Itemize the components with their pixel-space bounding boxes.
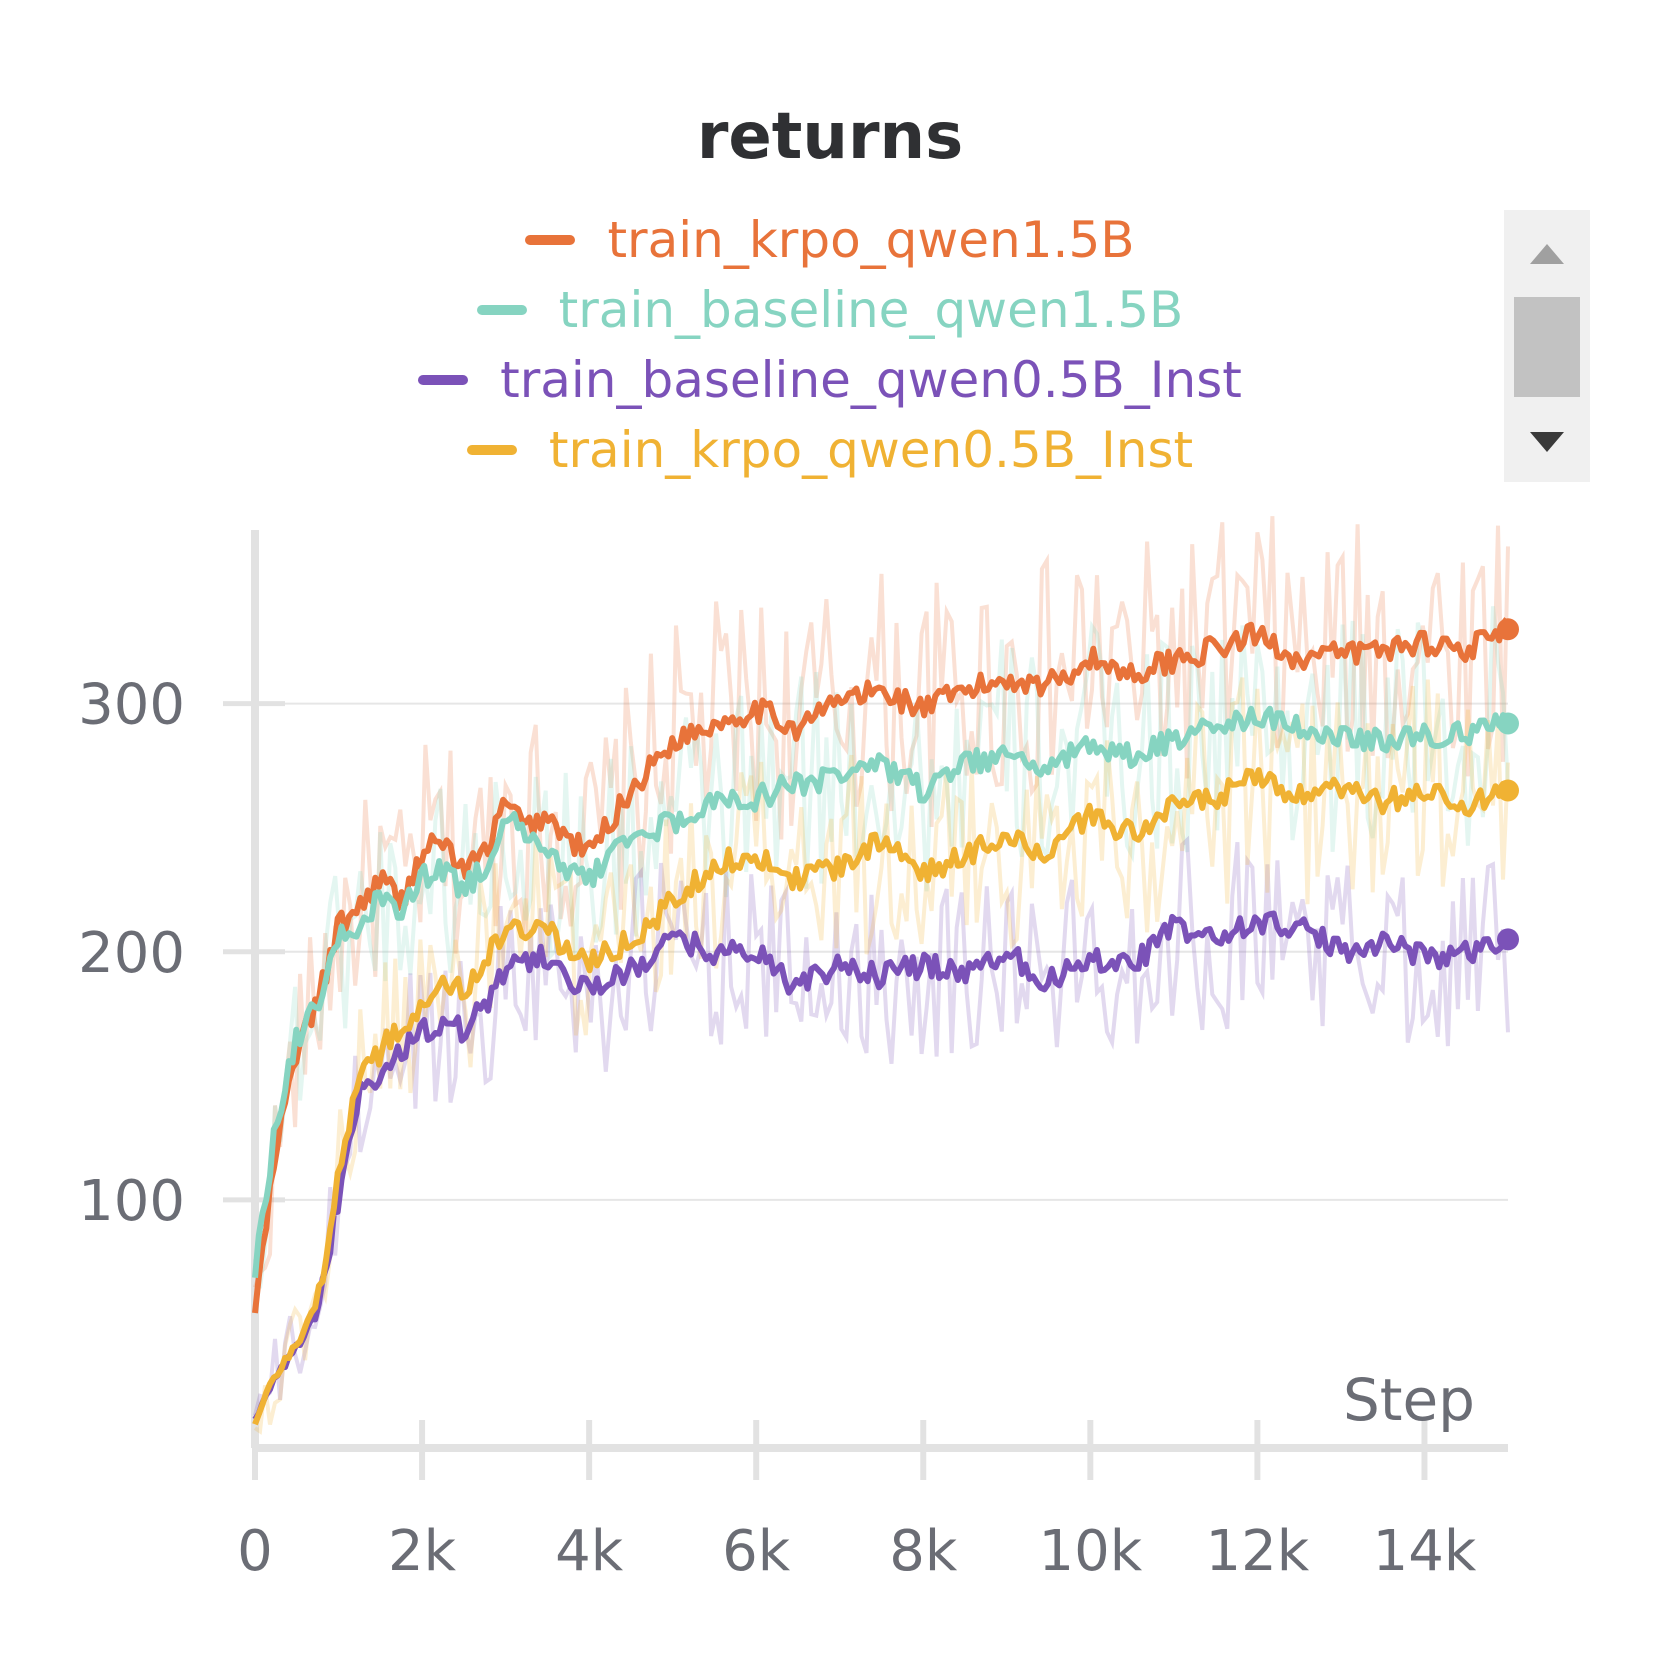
series-line-0 (252, 617, 1510, 1314)
scroll-thumb[interactable] (1514, 297, 1580, 397)
legend-label-1: train_baseline_qwen1.5B (558, 281, 1184, 339)
x-tick-label-2: 4k (555, 1519, 624, 1584)
legend-label-0: train_krpo_qwen1.5B (607, 211, 1135, 269)
x-tick-label-1: 2k (388, 1519, 457, 1584)
legend-label-3: train_krpo_qwen0.5B_Inst (548, 421, 1194, 479)
legend-item-3[interactable]: train_krpo_qwen0.5B_Inst (300, 415, 1360, 485)
legend-swatch-2 (418, 375, 469, 385)
x-tick-label-4: 8k (889, 1519, 958, 1584)
legend-swatch-1 (476, 305, 527, 315)
legend-item-2[interactable]: train_baseline_qwen0.5B_Inst (300, 345, 1360, 415)
legend-item-1[interactable]: train_baseline_qwen1.5B (300, 275, 1360, 345)
legend-item-0[interactable]: train_krpo_qwen1.5B (300, 205, 1360, 275)
series-line-3 (252, 767, 1509, 1426)
series-endpoint-1 (1497, 712, 1519, 735)
y-tick-label-0: 100 (78, 1169, 185, 1234)
x-tick-label-6: 12k (1206, 1519, 1310, 1584)
legend-scrollbar[interactable] (1504, 210, 1590, 482)
x-tick-label-5: 10k (1038, 1519, 1142, 1584)
series-raw-2 (253, 835, 1510, 1416)
x-tick-label-7: 14k (1373, 1519, 1477, 1584)
legend-swatch-3 (466, 445, 517, 455)
scroll-up-arrow-icon[interactable] (1530, 244, 1564, 264)
scroll-down-arrow-icon[interactable] (1530, 432, 1564, 452)
y-tick-label-2: 300 (78, 673, 185, 738)
series-endpoint-0 (1497, 618, 1519, 641)
legend-swatch-0 (525, 235, 576, 245)
chart-title: returns (696, 100, 964, 174)
series-endpoint-3 (1497, 779, 1519, 802)
series-line-2 (252, 910, 1509, 1422)
x-tick-label-3: 6k (722, 1519, 791, 1584)
series-line-1 (252, 705, 1510, 1278)
x-tick-label-0: 0 (237, 1519, 273, 1584)
series-endpoint-2 (1497, 928, 1519, 951)
legend: train_krpo_qwen1.5B train_baseline_qwen1… (300, 205, 1360, 485)
legend-label-2: train_baseline_qwen0.5B_Inst (500, 351, 1242, 409)
x-axis-title: Step (1343, 1366, 1475, 1434)
y-tick-label-1: 200 (78, 921, 185, 986)
